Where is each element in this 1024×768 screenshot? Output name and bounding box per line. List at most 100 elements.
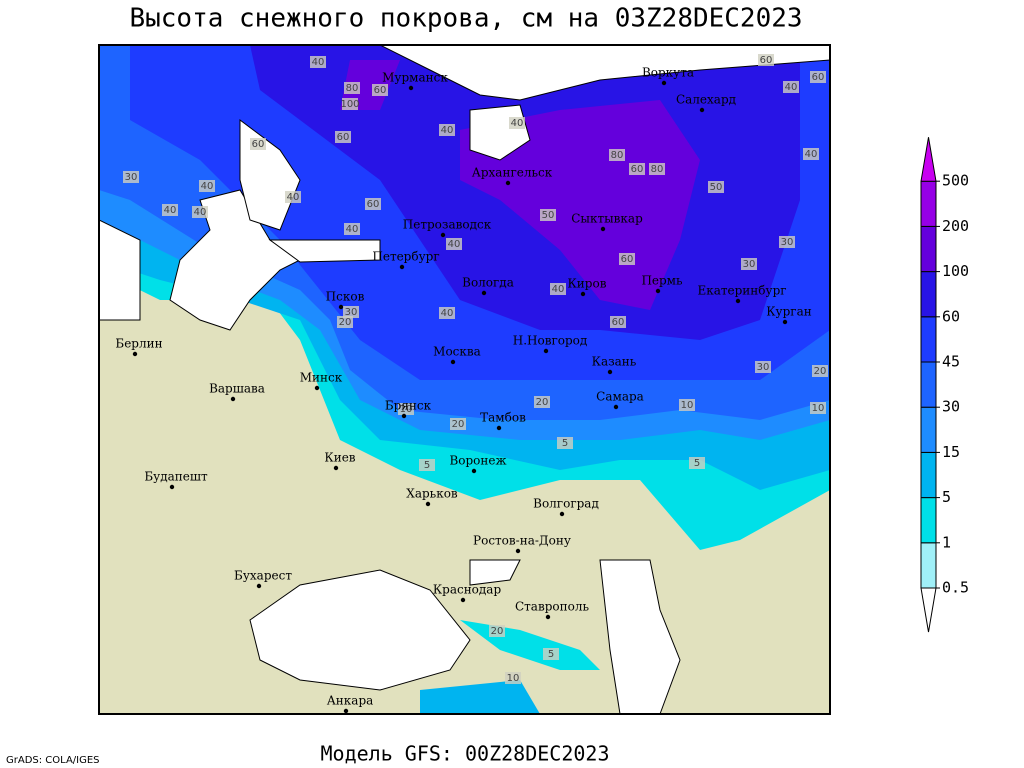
city-dot: [505, 180, 511, 186]
contour-label: 40: [448, 239, 461, 250]
city-label: Петрозаводск: [403, 218, 492, 232]
contour-label: 40: [511, 118, 524, 129]
city-label: Киев: [324, 451, 355, 465]
contour-label-bg: [543, 648, 559, 660]
city-dot: [450, 359, 456, 365]
city-dot: [401, 413, 407, 419]
legend-label: 100: [942, 262, 969, 280]
legend-swatch: [920, 361, 937, 408]
contour-label: 20: [491, 626, 504, 637]
city-dot: [515, 548, 521, 554]
contour-label: 10: [400, 404, 413, 415]
contour-label-bg: [419, 459, 435, 471]
city-label: Минск: [300, 371, 343, 385]
contour-label: 50: [710, 182, 723, 193]
legend-swatch: [920, 451, 937, 499]
contour-label: 20: [814, 366, 827, 377]
contour-label: 40: [201, 181, 214, 192]
city-dot: [471, 468, 477, 474]
contour-label: 5: [548, 649, 554, 660]
city-label: Ставрополь: [515, 600, 589, 614]
contour-label-bg: [439, 124, 455, 136]
contour-label: 30: [743, 259, 756, 270]
city-dot: [496, 425, 502, 431]
city-label: Тамбов: [480, 411, 526, 425]
city-label: Курган: [766, 305, 811, 319]
contour-label-bg: [540, 209, 556, 221]
legend-label: 0.5: [942, 579, 969, 597]
contour-label-bg: [343, 306, 359, 318]
legend-max-triangle: [920, 137, 937, 182]
contour-label: 5: [562, 438, 568, 449]
contour-label: 30: [757, 362, 770, 373]
contour-label: 40: [552, 284, 565, 295]
contour-label: 60: [337, 132, 350, 143]
contour-label-bg: [342, 98, 358, 110]
city-label: Брянск: [385, 399, 432, 413]
contour-label-bg: [509, 117, 525, 129]
city-label: Воркута: [642, 66, 694, 80]
contour-label: 60: [374, 85, 387, 96]
legend-swatch: [920, 497, 937, 544]
contour-label: 60: [812, 72, 825, 83]
city-dot: [699, 107, 705, 113]
map-frame: [98, 44, 831, 715]
contour-label-bg: [446, 238, 462, 250]
contour-label: 10: [812, 403, 825, 414]
contour-label: 20: [536, 397, 549, 408]
city-label: Будапешт: [144, 470, 208, 484]
contour-label-bg: [199, 180, 215, 192]
city-dot: [440, 232, 446, 238]
contour-label: 40: [441, 308, 454, 319]
city-dot: [230, 396, 236, 402]
city-label: Киров: [568, 277, 607, 291]
contour-label: 40: [287, 192, 300, 203]
city-dot: [607, 369, 613, 375]
contour-label: 60: [631, 164, 644, 175]
city-dot: [613, 404, 619, 410]
contour-label: 60: [612, 317, 625, 328]
contour-label: 100: [340, 99, 359, 110]
city-dot: [559, 511, 565, 517]
contour-label-bg: [649, 163, 665, 175]
contour-label-bg: [534, 396, 550, 408]
contour-label-bg: [689, 457, 705, 469]
city-dot: [735, 298, 741, 304]
contour-label: 60: [621, 254, 634, 265]
contour-label-bg: [810, 402, 826, 414]
contour-label-bg: [679, 399, 695, 411]
contour-label: 10: [681, 400, 694, 411]
contour-label: 20: [452, 419, 465, 430]
city-label: Воронеж: [449, 454, 506, 468]
contour-label: 40: [785, 82, 798, 93]
contour-label-bg: [344, 223, 360, 235]
city-label: Харьков: [406, 487, 458, 501]
contour-label-bg: [619, 253, 635, 265]
contour-label-bg: [505, 672, 521, 684]
contour-label: 40: [441, 125, 454, 136]
city-label: Салехард: [676, 93, 736, 107]
contour-label-bg: [192, 206, 208, 218]
city-dot: [460, 597, 466, 603]
contour-label-bg: [779, 236, 795, 248]
city-dot: [338, 304, 344, 310]
legend-label: 30: [942, 398, 960, 416]
legend-label: 45: [942, 353, 960, 371]
legend-swatch: [920, 180, 937, 227]
city-label: Бухарест: [234, 569, 292, 583]
city-label: Анкара: [327, 694, 374, 708]
contour-label: 40: [312, 57, 325, 68]
contour-label-bg: [557, 437, 573, 449]
contour-label: 50: [542, 210, 555, 221]
contour-label-bg: [450, 418, 466, 430]
contour-label-bg: [812, 365, 828, 377]
legend-min-triangle: [920, 587, 937, 633]
city-dot: [481, 290, 487, 296]
city-dot: [782, 319, 788, 325]
contour-label-bg: [708, 181, 724, 193]
city-dot: [543, 348, 549, 354]
legend-label: 200: [942, 217, 969, 235]
credit: GrADS: COLA/IGES: [6, 755, 100, 766]
city-dot: [399, 264, 405, 270]
contour-label-bg: [550, 283, 566, 295]
